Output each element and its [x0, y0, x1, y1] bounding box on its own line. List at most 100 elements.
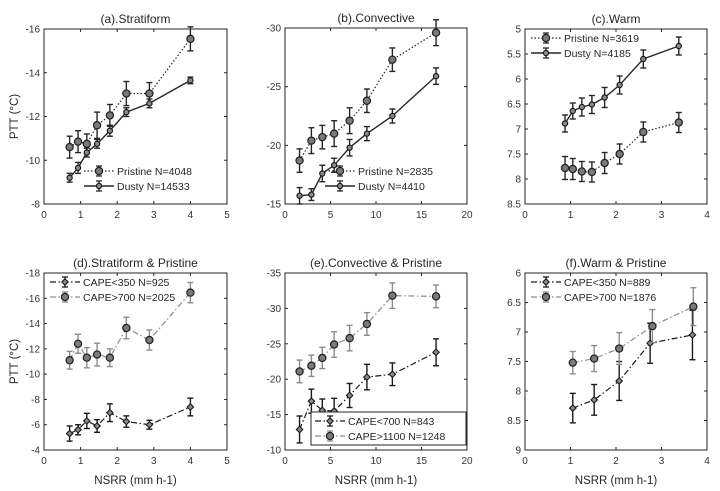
- y-tick-label: -10: [26, 156, 41, 167]
- data-point: [590, 395, 599, 404]
- data-point: [345, 333, 354, 343]
- x-tick-label: 3: [151, 210, 157, 221]
- data-point: [388, 370, 397, 379]
- panel-e: 0 5 10 15 20 -10 -15 -20 -25 -30 -35 (e).Convective…: [267, 256, 473, 487]
- x-tick-label: 10: [370, 210, 382, 221]
- x-tick-label: 2: [114, 456, 120, 467]
- x-tick-label: 15: [416, 456, 428, 467]
- y-tick-label: 7.5: [507, 357, 521, 368]
- data-point: [431, 28, 441, 37]
- y-tick-label: -20: [267, 375, 282, 386]
- y-tick-label: -8: [31, 395, 40, 406]
- data-point: [577, 167, 587, 176]
- legend-box: [310, 411, 467, 446]
- data-point: [648, 321, 657, 331]
- data-point: [145, 89, 154, 98]
- data-point: [145, 420, 154, 429]
- data-point: [568, 358, 577, 367]
- data-point: [82, 353, 92, 362]
- x-tick-label: 4: [704, 210, 710, 221]
- data-point: [346, 144, 353, 151]
- data-point: [432, 348, 441, 357]
- legend-label: CAPE<700 N=843: [348, 416, 435, 428]
- y-tick-label: -14: [26, 319, 41, 330]
- data-point: [362, 373, 371, 382]
- data-point: [639, 127, 648, 137]
- legend-label: Pristine N=2835: [358, 166, 433, 178]
- y-tick-label: -8: [31, 200, 40, 211]
- legend-label: CAPE<350 N=925: [83, 277, 170, 289]
- x-tick-label: 2: [114, 210, 120, 221]
- data-point: [640, 55, 647, 63]
- data-point: [307, 397, 316, 406]
- panel-d: 0 1 2 3 4 5 -4 -6 -8 -10 -12 -14 -16 -18 (d).Stratifor…: [9, 256, 230, 487]
- legend: Pristine N=2835 Dusty N=4410: [325, 165, 433, 193]
- data-point: [73, 137, 83, 146]
- data-point: [308, 191, 315, 198]
- data-point: [296, 192, 303, 199]
- x-tick-label: 20: [461, 210, 473, 221]
- data-point: [615, 376, 624, 385]
- data-point: [92, 350, 102, 359]
- data-point: [588, 101, 596, 108]
- legend-marker: [95, 182, 103, 190]
- series-0: [560, 111, 683, 183]
- data-point: [560, 163, 570, 173]
- data-point: [615, 149, 624, 159]
- y-tick-label: -25: [267, 82, 282, 93]
- y-tick-label: 7.5: [507, 150, 521, 161]
- data-point: [186, 34, 195, 44]
- legend: Pristine N=3619 Dusty N=4185: [531, 32, 639, 60]
- x-tick-label: 0: [282, 210, 288, 221]
- y-axis-label: PTT (°C): [9, 94, 21, 139]
- data-point: [93, 422, 102, 430]
- data-point: [65, 429, 74, 438]
- series-line: [564, 121, 679, 173]
- panel-title: (e).Convective & Pristine: [310, 256, 442, 270]
- series-line: [69, 406, 191, 435]
- x-axis-label: NSRR (mm h-1): [94, 475, 177, 487]
- data-point: [105, 353, 115, 362]
- y-tick-label: 6: [515, 75, 521, 86]
- panel-a: 0 1 2 3 4 5 -8 -10 -12 -14 -16 (a).Stratiform PTT (°…: [9, 12, 230, 221]
- y-tick-label: -6: [31, 420, 40, 431]
- data-point: [689, 302, 698, 311]
- legend-marker: [326, 417, 334, 425]
- y-tick-label: 5.5: [507, 50, 521, 61]
- data-point: [122, 89, 131, 98]
- data-point: [578, 103, 586, 111]
- y-tick-label: -16: [26, 294, 41, 305]
- y-tick-label: -30: [267, 304, 282, 315]
- y-tick-label: 8.5: [507, 200, 521, 211]
- data-point: [569, 107, 576, 115]
- legend-label: CAPE>700 N=2025: [83, 292, 175, 304]
- x-tick-label: 5: [224, 210, 230, 221]
- x-tick-label: 20: [461, 456, 473, 467]
- y-tick-label: -25: [267, 339, 282, 350]
- x-tick-label: 0: [282, 456, 288, 467]
- y-tick-label: 7: [515, 328, 521, 339]
- data-point: [432, 72, 440, 80]
- x-tick-label: 10: [370, 456, 382, 467]
- data-point: [74, 164, 82, 172]
- panel-f: 0 1 2 3 4 6 6.5 7 7.5 8 8.5 9 (f).Warm & Pristine NSR…: [507, 256, 710, 487]
- data-point: [66, 174, 73, 181]
- data-point: [307, 361, 316, 370]
- axes-box: [284, 27, 468, 205]
- y-tick-label: -10: [26, 370, 41, 381]
- y-tick-label: -16: [26, 25, 41, 36]
- data-point: [186, 403, 195, 411]
- series-line: [572, 306, 694, 364]
- legend-label: CAPE>700 N=1876: [564, 292, 656, 304]
- x-tick-label: 5: [328, 210, 334, 221]
- x-tick-label: 0: [41, 210, 47, 221]
- data-point: [568, 164, 577, 174]
- data-point: [330, 162, 338, 169]
- data-point: [675, 42, 682, 50]
- legend-marker: [542, 49, 550, 57]
- x-tick-label: 4: [704, 456, 710, 467]
- data-point: [187, 77, 194, 84]
- x-tick-label: 0: [41, 456, 47, 467]
- y-tick-label: 6.5: [507, 100, 521, 111]
- data-point: [568, 404, 577, 413]
